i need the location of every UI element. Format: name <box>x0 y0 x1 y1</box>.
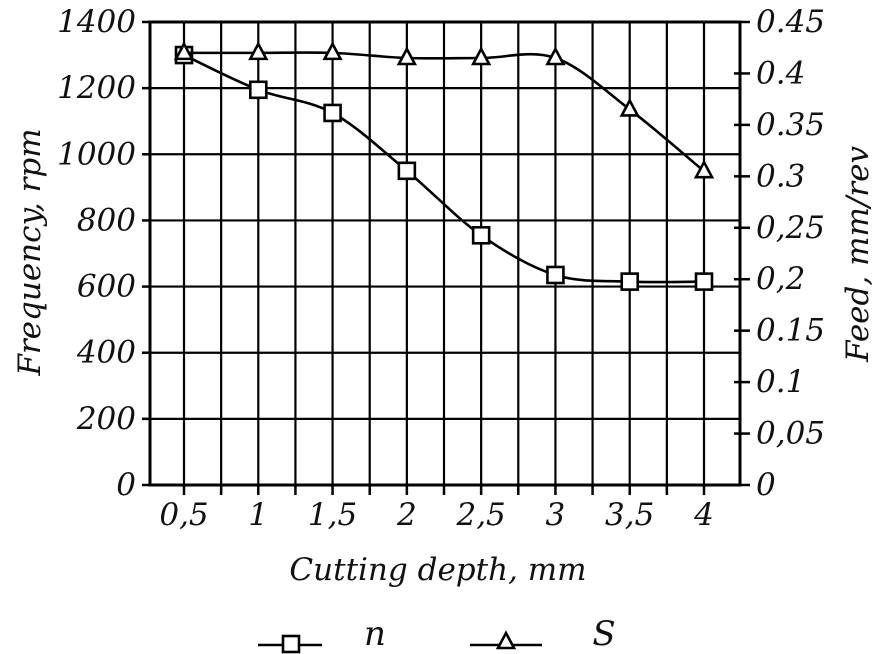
data-point-s <box>545 46 566 66</box>
left-tick-label: 0 <box>116 467 136 503</box>
left-tick-label: 1400 <box>57 4 136 40</box>
data-point-s <box>322 41 343 61</box>
data-point-s <box>470 46 492 66</box>
data-point-n <box>323 103 342 123</box>
x-tick-label: 2 <box>396 497 417 533</box>
x-tick-label: 3 <box>546 497 566 533</box>
x-axis-title: Cutting depth, mm <box>289 552 586 588</box>
data-point-n <box>620 272 640 291</box>
right-tick-label: 0.1 <box>756 364 805 400</box>
legend-square-marker <box>281 634 301 654</box>
right-tick-label: 0.45 <box>756 4 825 40</box>
left-tick-label: 1200 <box>57 70 136 106</box>
left-tick-label: 600 <box>77 269 136 305</box>
left-axis: 0 200 400 600 800 1000 1200 1400 <box>57 4 150 503</box>
legend-label-n: n <box>364 614 386 654</box>
right-axis: 0 0,05 0.1 0.15 0,2 0,25 0.3 0.35 0.4 0.45 <box>734 4 825 503</box>
left-axis-title: Frequency, rpm <box>12 128 48 376</box>
data-point-s <box>693 159 715 179</box>
x-axis: 0,5 1 1,5 2 2,5 3 3,5 4 <box>159 485 714 533</box>
right-tick-label: 0 <box>756 467 776 503</box>
right-tick-label: 0,25 <box>756 210 825 246</box>
legend: n S <box>258 614 616 654</box>
legend-item-n: n <box>258 614 386 654</box>
data-point-s <box>173 41 195 61</box>
x-tick-label: 3,5 <box>605 497 654 533</box>
left-tick-label: 1000 <box>57 136 136 172</box>
data-point-s <box>619 97 640 117</box>
right-axis-title: Feed, mm/rev <box>840 146 876 363</box>
left-tick-label: 200 <box>76 401 136 437</box>
x-tick-label: 0,5 <box>159 497 208 533</box>
right-tick-label: 0.4 <box>756 55 805 91</box>
data-point-n <box>248 80 268 100</box>
right-tick-label: 0,2 <box>756 261 805 297</box>
data-point-s <box>396 46 418 66</box>
data-point-s <box>248 41 269 61</box>
legend-label-s: S <box>592 614 615 654</box>
data-point-n <box>471 226 491 245</box>
series-layer <box>173 41 715 291</box>
x-tick-label: 2,5 <box>455 497 505 533</box>
data-point-n <box>694 272 714 291</box>
data-point-n <box>546 265 565 285</box>
legend-triangle-marker <box>495 630 517 650</box>
x-tick-label: 1,5 <box>308 497 357 533</box>
left-tick-label: 400 <box>76 335 136 371</box>
x-tick-label: 4 <box>693 497 714 533</box>
right-tick-label: 0.35 <box>756 107 825 143</box>
x-tick-label: 1 <box>248 497 268 533</box>
right-tick-label: 0,05 <box>756 416 825 452</box>
grid <box>150 22 740 485</box>
left-tick-label: 800 <box>77 202 136 238</box>
data-point-n <box>397 161 417 181</box>
right-tick-label: 0.3 <box>756 158 805 194</box>
legend-item-s: S <box>470 614 616 654</box>
right-tick-label: 0.15 <box>756 313 825 349</box>
